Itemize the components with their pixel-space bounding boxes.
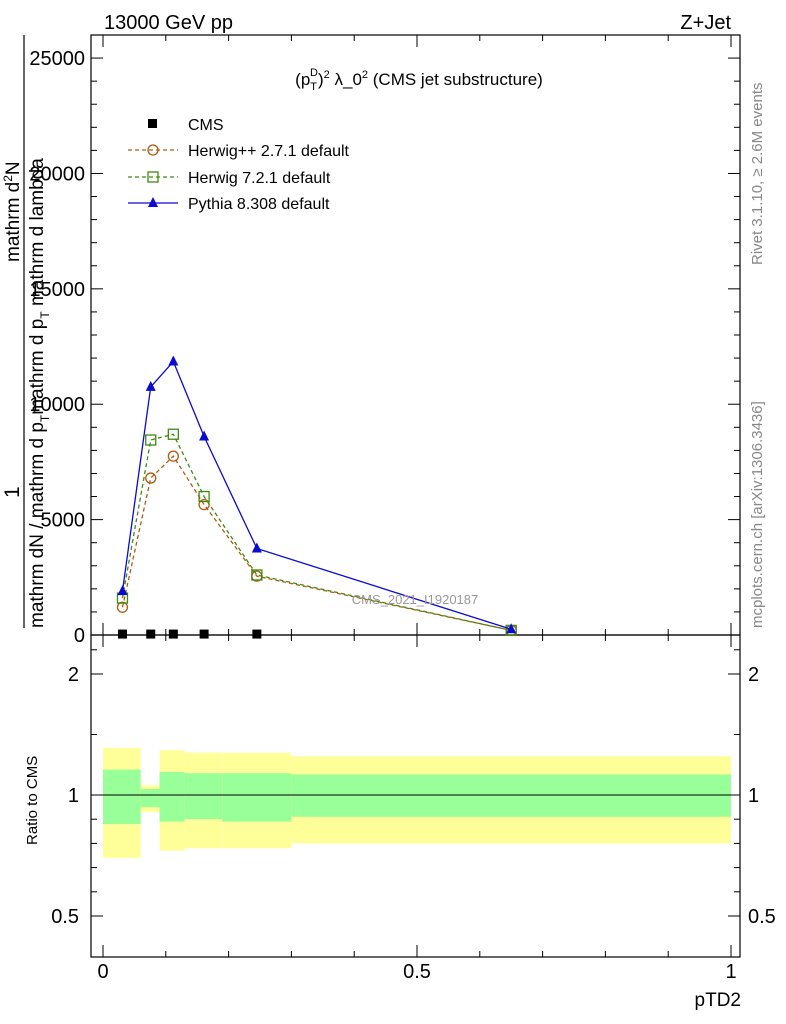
ratio-xtick-label: 0: [97, 961, 108, 983]
series-line-2: [121, 433, 512, 632]
ratio-xtick-label: 1: [725, 961, 736, 983]
pythia-point: [168, 355, 179, 366]
herwig7-point: [198, 490, 210, 503]
legend-item-herwig7: Herwig 7.2.1 default: [128, 170, 331, 187]
series-layer: [116, 355, 517, 639]
herwig7-point: [145, 434, 157, 446]
ratio-ytick-label-right: 1: [748, 785, 759, 807]
header-process: Z+Jet: [680, 12, 731, 34]
herwig7-point: [251, 569, 263, 581]
herwig7-point: [167, 428, 179, 440]
ratio-panel-frame: [90, 634, 741, 958]
ratio-axis-ticks: 0.5 0.5 1 1 2 2 0 0.5 1: [51, 635, 776, 983]
ratio-band-stat-3: [184, 773, 223, 820]
ratio-y-axis-label: Ratio to CMS: [24, 756, 41, 845]
legend: CMS Herwig++ 2.7.1 default Herwig 7.2.1 …: [128, 117, 350, 213]
pythia-point: [199, 430, 210, 441]
main-ytick-label: 25000: [29, 48, 85, 70]
legend-item-pythia: Pythia 8.308 default: [128, 196, 330, 213]
cms-data-point: [168, 629, 178, 639]
mcplots-label: mcplots.cern.ch [arXiv:1306.3436]: [749, 401, 766, 628]
rivet-label: Rivet 3.1.10, ≥ 2.6M events: [749, 83, 766, 266]
legend-label-pythia: Pythia 8.308 default: [188, 196, 330, 213]
legend-label-herwig7: Herwig 7.2.1 default: [188, 170, 331, 187]
analysis-watermark: CMS_2021_I1920187: [352, 592, 479, 607]
ratio-ytick-label: 0.5: [51, 906, 79, 928]
cms-data-point: [117, 629, 127, 639]
herwig-pp-point: [167, 450, 179, 462]
main-y-axis-label: 1 mathrm dN / mathrm d pTmathrm d pT mat…: [1, 35, 52, 628]
main-ytick-label: 5000: [41, 510, 86, 532]
herwig-pp-point: [116, 601, 129, 613]
main-ytick-label: 15000: [29, 279, 85, 301]
ratio-band-stat-4: [222, 773, 292, 822]
main-ytick-label: 20000: [29, 163, 85, 185]
ylabel-numerator-2: mathrm d2N: [1, 161, 24, 262]
legend-label-herwig-pp: Herwig++ 2.7.1 default: [188, 143, 350, 160]
ratio-band-stat-0: [103, 769, 141, 825]
legend-item-herwig-pp: Herwig++ 2.7.1 default: [128, 143, 350, 160]
ratio-ytick-label-right: 2: [748, 664, 759, 686]
ratio-bands: [91, 747, 740, 858]
header-energy: 13000 GeV pp: [104, 12, 233, 34]
ratio-band-stat-1: [140, 788, 160, 808]
ylabel-denominator: mathrm dN / mathrm d pTmathrm d pT mathr…: [27, 158, 52, 628]
series-line-1: [121, 455, 512, 632]
ratio-band-stat-2: [159, 772, 185, 822]
pythia-point: [251, 542, 262, 553]
x-axis-label: pTD2: [695, 990, 741, 1011]
ratio-ytick-label: 1: [68, 785, 79, 807]
ratio-ytick-label: 2: [68, 664, 79, 686]
ylabel-numerator-1: 1: [1, 486, 24, 498]
main-axis-ticks: 0 5000 10000 15000 20000 25000: [29, 35, 740, 647]
cms-data-point: [252, 629, 262, 639]
ratio-ytick-label-right: 0.5: [748, 906, 776, 928]
series-line-3: [121, 360, 512, 630]
plot-title: (pTD)2 λ_02 (CMS jet substructure): [295, 67, 543, 93]
legend-item-cms: CMS: [148, 117, 224, 134]
ratio-band-stat-5: [291, 774, 731, 817]
ratio-xtick-label: 0.5: [403, 961, 431, 983]
herwig-pp-point: [145, 472, 157, 484]
pythia-point: [117, 585, 128, 596]
main-ytick-label: 10000: [29, 394, 85, 416]
pythia-point: [506, 623, 517, 634]
pythia-point: [145, 380, 156, 391]
legend-label-cms: CMS: [188, 117, 224, 134]
cms-data-point: [146, 629, 156, 639]
main-ytick-label: 0: [74, 625, 85, 647]
cms-data-point: [199, 629, 209, 639]
